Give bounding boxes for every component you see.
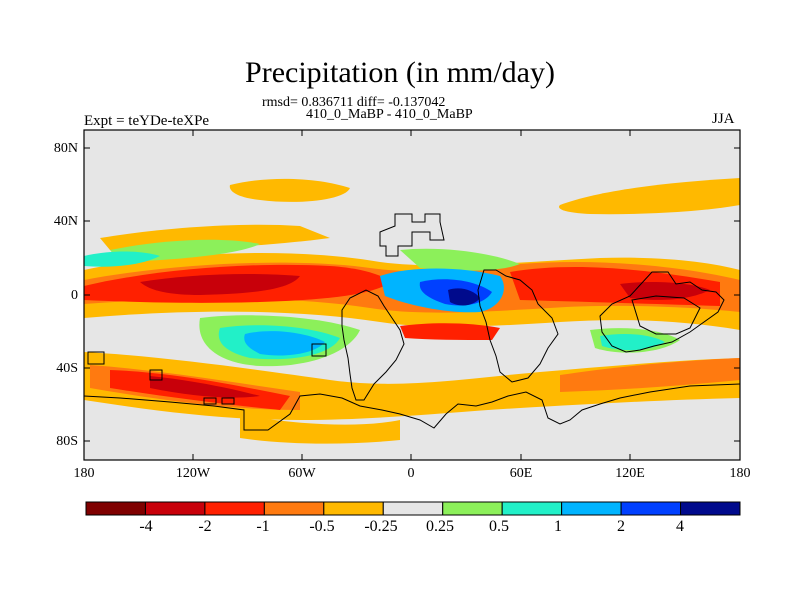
anomaly-cyan-indian (600, 334, 665, 351)
colorbar-swatch (144, 501, 206, 516)
coastline-north-america (379, 213, 445, 257)
lon-ticks (192, 130, 631, 460)
anomaly-red-atlantic (400, 323, 500, 340)
coastline-islands-sw (87, 351, 235, 405)
stats-line: rmsd= 0.836711 diff= -0.137042 (262, 95, 446, 110)
anomaly-green-atlantic (400, 248, 520, 271)
colorbar-label: 0.25 (426, 518, 454, 535)
lon-label-180w: 180 (73, 466, 95, 481)
anomaly-orange-n-pacific (229, 178, 350, 202)
lon-label-180e: 180 (729, 466, 751, 481)
colorbar-swatch (561, 501, 622, 516)
colorbar-swatch (85, 501, 146, 516)
colorbar-label: 1 (554, 518, 562, 535)
map-title: Precipitation (in mm/day) (245, 56, 555, 89)
season-label: JJA (712, 111, 735, 127)
colorbar-label: 4 (676, 518, 684, 535)
anomaly-orange-n-asia (559, 178, 740, 215)
colorbar-swatch (680, 501, 741, 516)
anomaly-darkred-east-pacific (140, 274, 300, 295)
runs-line: 410_0_MaBP - 410_0_MaBP (306, 107, 473, 122)
lat-label-40n: 40N (53, 214, 78, 229)
colorbar-swatch (620, 501, 682, 516)
colorbar-label: -2 (198, 518, 212, 535)
lat-label-80n: 80N (53, 141, 78, 156)
coastline-australia (631, 295, 701, 335)
precip-field (84, 178, 740, 444)
anomaly-blue-south-pacific (244, 331, 325, 356)
colorbar-label: -1 (256, 518, 270, 535)
lon-label-120e: 120E (615, 466, 645, 481)
colorbar-swatch (382, 501, 444, 516)
anomaly-darkblue-africa (448, 288, 480, 306)
colorbar (85, 501, 741, 516)
lon-label-60w: 60W (288, 466, 316, 481)
coastline-madagascar (311, 343, 327, 357)
experiment-label: Expt = teYDe-teXPe (84, 113, 210, 129)
colorbar-swatch (323, 501, 384, 516)
colorbar-swatch (501, 501, 563, 516)
map-panel (83, 129, 741, 461)
colorbar-label: 0.5 (489, 518, 509, 535)
colorbar-swatch (263, 501, 325, 516)
lat-label-80s: 80S (56, 434, 78, 449)
colorbar-label: 2 (617, 518, 625, 535)
lat-label-40s: 40S (56, 361, 78, 376)
anomaly-darkred-west-pacific (620, 282, 710, 300)
coastline-africa (477, 269, 559, 383)
lon-label-0: 0 (407, 466, 415, 481)
anomaly-orange-s-ocean (240, 415, 400, 444)
colorbar-label: -0.25 (364, 518, 398, 535)
colorbar-label: -4 (139, 518, 153, 535)
colorbar-swatch (442, 501, 503, 516)
lon-label-60e: 60E (509, 466, 533, 481)
coastline-asia (599, 271, 725, 353)
lon-label-120w: 120W (175, 466, 211, 481)
anomaly-darkred-south-pacific (150, 376, 260, 398)
anomaly-cyan-north-pacific (84, 251, 160, 267)
coastline-antarctica (84, 383, 740, 431)
lat-ticks (84, 147, 740, 442)
colorbar-label: -0.5 (309, 518, 335, 535)
lat-label-eq: 0 (71, 288, 78, 303)
colorbar-swatch (204, 501, 265, 516)
coastline-south-america (341, 289, 405, 401)
anomaly-darkorange-s-indian (560, 358, 740, 392)
